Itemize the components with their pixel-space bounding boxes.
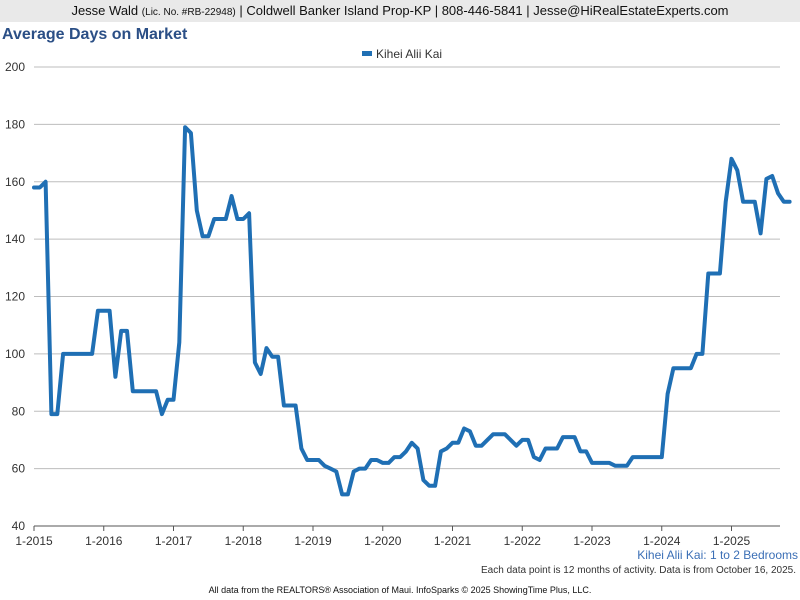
x-tick-label: 1-2025 [713, 534, 751, 548]
chart-title: Average Days on Market [2, 26, 188, 43]
x-tick-label: 1-2022 [504, 534, 542, 548]
x-tick-label: 1-2016 [85, 534, 123, 548]
x-tick-label: 1-2021 [434, 534, 472, 548]
x-tick-label: 1-2019 [294, 534, 332, 548]
x-tick-label: 1-2017 [155, 534, 193, 548]
legend: Kihei Alii Kai [362, 47, 442, 61]
footer-attribution: All data from the REALTORS® Association … [208, 585, 592, 595]
x-tick-label: 1-2023 [573, 534, 611, 548]
legend-label: Kihei Alii Kai [376, 47, 442, 61]
axes: 40 60 80 100 120 140 160 180 200 1-2015 1-2016 1-20… [5, 60, 751, 548]
agent-name: Jesse Wald [71, 3, 139, 18]
y-tick-label: 40 [12, 519, 26, 533]
series-line [32, 125, 792, 497]
license-number: (Lic. No. #RB-22948) [141, 7, 236, 18]
y-tick-label: 120 [5, 290, 25, 304]
y-tick-label: 100 [5, 347, 25, 361]
agent-details: | Coldwell Banker Island Prop-KP | 808-4… [239, 3, 729, 18]
y-tick-label: 180 [5, 117, 25, 131]
x-tick-label: 1-2015 [15, 534, 53, 548]
y-tick-label: 60 [12, 462, 26, 476]
chart-subtitle: Kihei Alii Kai: 1 to 2 Bedrooms [637, 548, 798, 562]
x-tick-label: 1-2018 [225, 534, 263, 548]
agent-header-bar: Jesse Wald (Lic. No. #RB-22948) | Coldwe… [0, 0, 800, 22]
x-tick-label: 1-2024 [643, 534, 681, 548]
y-tick-label: 200 [5, 60, 25, 74]
x-tick-label: 1-2020 [364, 534, 402, 548]
series-layer [32, 125, 792, 497]
grid-lines [34, 66, 780, 527]
legend-swatch [362, 51, 372, 56]
y-tick-label: 140 [5, 232, 25, 246]
y-tick-label: 160 [5, 175, 25, 189]
data-note: Each data point is 12 months of activity… [481, 565, 796, 576]
y-tick-label: 80 [12, 404, 26, 418]
